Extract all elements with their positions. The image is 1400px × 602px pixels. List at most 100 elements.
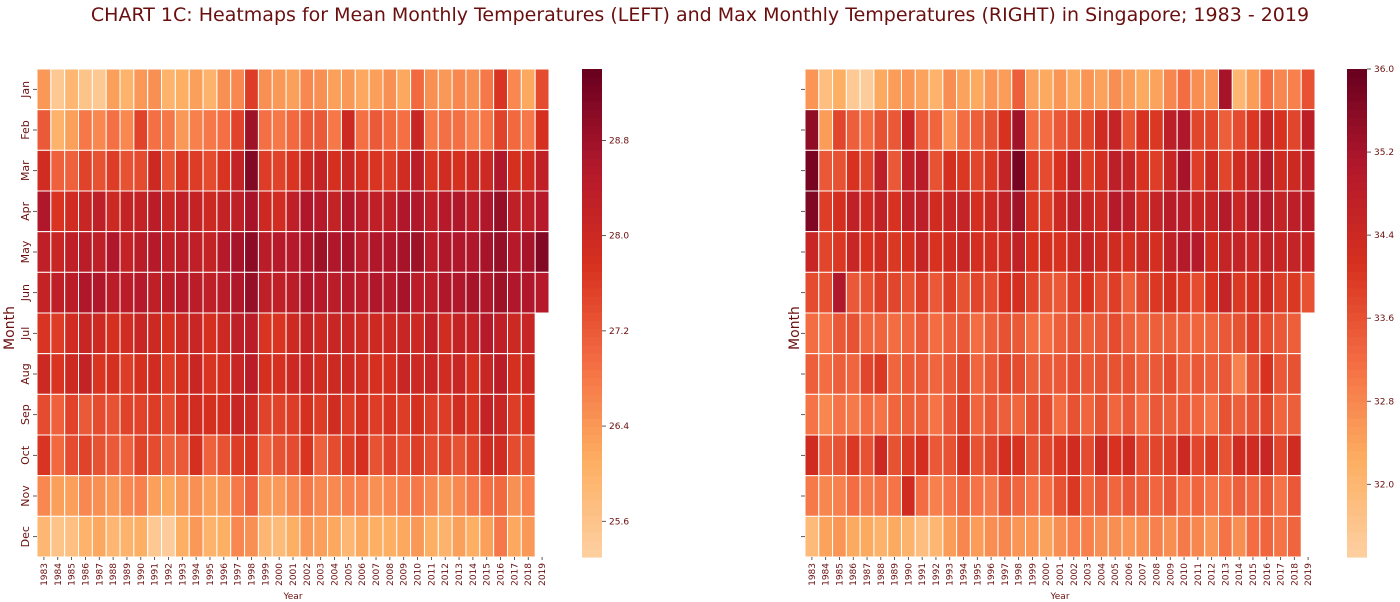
heatmap-cell-right: [804, 149, 820, 192]
heatmap-cell-left: [396, 393, 412, 436]
colorbar-segment-left: [582, 524, 602, 534]
heatmap-cell-left: [479, 271, 495, 314]
heatmap-cell-left: [50, 312, 66, 355]
colorbar-segment-left: [582, 443, 602, 452]
heatmap-cell-left: [479, 231, 495, 273]
x-tick-label-right: 1989: [891, 563, 901, 586]
heatmap-cell-left: [493, 434, 508, 477]
x-tick-label-right: 1983: [808, 563, 818, 586]
x-tick-label-right: 1985: [835, 563, 845, 586]
heatmap-cell-left: [520, 271, 536, 314]
heatmap-cell-right: [1066, 271, 1082, 314]
heatmap-cell-right: [804, 434, 820, 477]
heatmap-cell-left: [451, 475, 467, 517]
heatmap-cell-left: [216, 109, 232, 151]
colorbar-segment-right: [1347, 426, 1367, 436]
x-tick-label-right: 2017: [1277, 563, 1287, 586]
heatmap-cell-left: [423, 515, 439, 558]
heatmap-cell-right: [1286, 271, 1302, 314]
colorbar-segment-left: [582, 329, 602, 338]
heatmap-cell-right: [832, 231, 847, 273]
heatmap-cell-left: [479, 312, 495, 355]
colorbar-segment-left: [582, 288, 602, 298]
heatmap-cell-right: [859, 515, 875, 558]
heatmap-cell-left: [119, 149, 135, 192]
heatmap-cell-right: [1135, 271, 1151, 314]
heatmap-cell-right: [1121, 515, 1137, 558]
heatmap-cell-right: [859, 475, 875, 517]
heatmap-cell-left: [382, 353, 398, 395]
heatmap-cell-right: [1190, 353, 1206, 395]
heatmap-cell-left: [105, 312, 121, 355]
heatmap-cell-right: [969, 515, 985, 558]
heatmap-cell-left: [133, 393, 149, 436]
heatmap-cell-left: [423, 68, 439, 111]
heatmap-cell-right: [887, 393, 902, 436]
heatmap-cell-left: [520, 109, 536, 151]
heatmap-cell-left: [119, 475, 135, 517]
x-tick-label-right: 1987: [863, 563, 873, 586]
heatmap-cell-right: [1245, 149, 1261, 192]
colorbar-segment-left: [582, 142, 602, 151]
heatmap-cell-right: [1121, 434, 1137, 477]
heatmap-cell-right: [832, 190, 847, 233]
heatmap-cell-left: [354, 109, 370, 151]
colorbar-segment-left: [582, 199, 602, 208]
heatmap-cell-right: [983, 231, 999, 273]
heatmap-cell-left: [465, 515, 481, 558]
heatmap-cell-right: [1080, 231, 1095, 273]
colorbar-segment-right: [1347, 483, 1367, 493]
colorbar-segment-left: [582, 540, 602, 550]
heatmap-cell-right: [804, 109, 820, 151]
x-tick-label-right: 2016: [1263, 563, 1273, 586]
heatmap-cell-left: [465, 68, 481, 111]
chart-title: CHART 1C: Heatmaps for Mean Monthly Temp…: [90, 4, 1310, 26]
heatmap-cell-right: [1162, 515, 1178, 558]
heatmap-cell-right: [969, 475, 985, 517]
heatmap-cell-right: [804, 353, 820, 395]
heatmap-cell-left: [161, 68, 176, 111]
heatmap-cell-left: [230, 434, 246, 477]
heatmap-cell-right: [887, 68, 902, 111]
heatmap-cell-right: [1231, 515, 1247, 558]
heatmap-cell-left: [313, 149, 329, 192]
heatmap-cell-right: [928, 434, 944, 477]
heatmap-cell-right: [900, 149, 916, 192]
colorbar-segment-right: [1347, 93, 1367, 103]
heatmap-cell-right: [997, 353, 1013, 395]
heatmap-cell-right: [1025, 149, 1040, 192]
heatmap-cell-left: [479, 109, 495, 151]
heatmap-cell-left: [188, 231, 204, 273]
heatmap-cell-right: [1011, 475, 1027, 517]
heatmap-cell-right: [845, 434, 861, 477]
colorbar-segment-left: [582, 353, 602, 363]
heatmap-cell-left: [50, 475, 66, 517]
heatmap-cell-left: [78, 109, 93, 151]
heatmap-cell-right: [1176, 271, 1192, 314]
x-tick-label-right: 1986: [849, 563, 859, 586]
colorbar-segment-right: [1347, 337, 1367, 347]
heatmap-cell-right: [1093, 190, 1109, 233]
heatmap-cell-right: [1149, 109, 1164, 151]
heatmap-cell-right: [1162, 190, 1178, 233]
heatmap-cell-left: [520, 434, 536, 477]
y-axis-label-left: Month: [2, 306, 18, 350]
heatmap-cell-left: [64, 515, 80, 558]
heatmap-cell-left: [313, 353, 329, 395]
x-tick-label-right: 1991: [918, 563, 928, 586]
heatmap-cell-right: [818, 475, 834, 517]
heatmap-cell-right: [804, 475, 820, 517]
heatmap-cell-right: [1038, 190, 1054, 233]
heatmap-cell-right: [1190, 515, 1206, 558]
heatmap-cell-left: [244, 515, 259, 558]
heatmap-cell-left: [285, 271, 301, 314]
heatmap-cell-right: [1162, 109, 1178, 151]
heatmap-cell-left: [147, 109, 163, 151]
heatmap-cell-right: [900, 190, 916, 233]
heatmap-cell-left: [465, 190, 481, 233]
colorbar-segment-left: [582, 410, 602, 420]
heatmap-cell-right: [983, 109, 999, 151]
x-tick-label-right: 2006: [1125, 563, 1135, 586]
heatmap-cell-right: [1011, 434, 1027, 477]
heatmap-cell-left: [188, 312, 204, 355]
